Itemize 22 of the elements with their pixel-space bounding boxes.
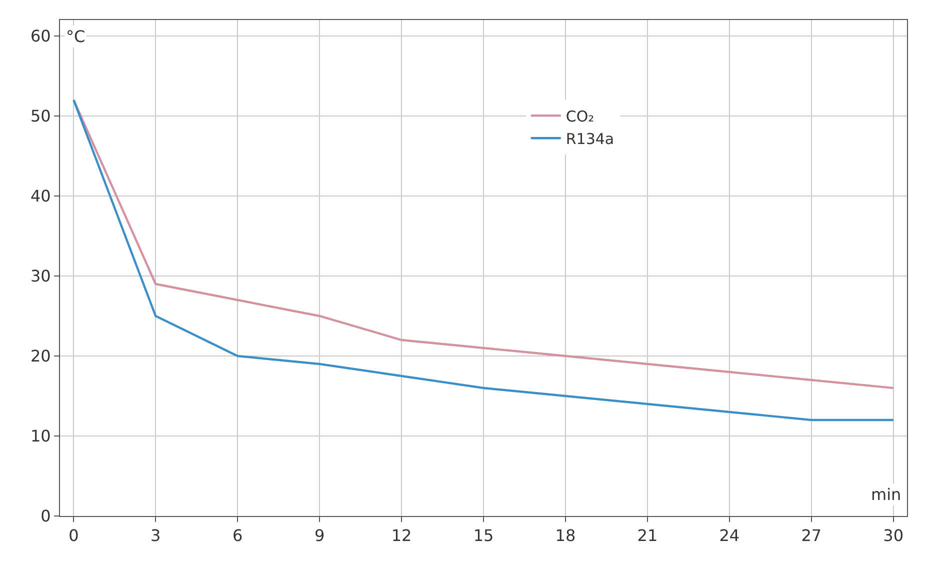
x-tick-label: 21 bbox=[637, 526, 658, 546]
x-tick-label: 3 bbox=[150, 526, 161, 546]
y-tick-label: 50 bbox=[30, 106, 51, 126]
legend-label: R134a bbox=[566, 130, 614, 148]
x-tick-label: 18 bbox=[555, 526, 576, 546]
y-tick-label: 0 bbox=[40, 506, 51, 526]
x-axis-title: min bbox=[871, 485, 902, 504]
y-tick-label: 10 bbox=[30, 426, 51, 446]
y-tick-label: 30 bbox=[30, 266, 51, 286]
y-tick-label: 60 bbox=[30, 26, 51, 46]
x-tick-label: 27 bbox=[801, 526, 822, 546]
x-tick-label: 15 bbox=[473, 526, 494, 546]
legend-label: CO₂ bbox=[566, 107, 594, 126]
x-tick-label: 6 bbox=[232, 526, 243, 546]
x-tick-label: 9 bbox=[314, 526, 325, 546]
x-tick-label: 12 bbox=[391, 526, 412, 546]
y-tick-label: 40 bbox=[30, 186, 51, 206]
y-tick-label: 20 bbox=[30, 346, 51, 366]
x-tick-label: 24 bbox=[719, 526, 740, 546]
x-tick-label: 0 bbox=[68, 526, 79, 546]
y-axis-title: °C bbox=[66, 27, 86, 46]
x-tick-label: 30 bbox=[883, 526, 904, 546]
